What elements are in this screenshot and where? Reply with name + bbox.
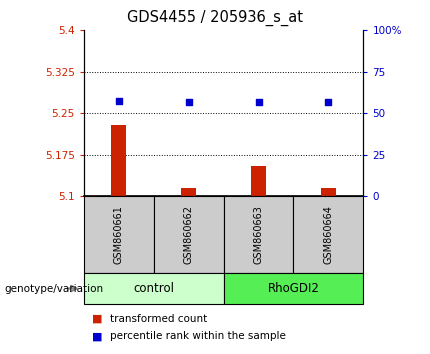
Point (255, 99, 262, 105)
Text: control: control (133, 282, 174, 295)
Bar (181, 188, 197, 196)
Text: transformed count: transformed count (110, 314, 207, 324)
Point (325, 99, 332, 105)
Bar (321, 188, 336, 196)
Text: GSM860661: GSM860661 (114, 205, 124, 264)
Text: GSM860663: GSM860663 (254, 205, 264, 264)
Text: ■: ■ (92, 331, 103, 341)
Text: RhoGDI2: RhoGDI2 (267, 282, 319, 295)
Point (115, 98, 122, 104)
Bar (111, 125, 126, 196)
Bar (251, 166, 266, 196)
Point (185, 99, 192, 105)
Text: genotype/variation: genotype/variation (4, 284, 104, 293)
Text: GSM860662: GSM860662 (184, 205, 194, 264)
Text: GDS4455 / 205936_s_at: GDS4455 / 205936_s_at (127, 10, 303, 26)
Text: ■: ■ (92, 314, 103, 324)
Text: percentile rank within the sample: percentile rank within the sample (110, 331, 286, 341)
Text: GSM860664: GSM860664 (323, 205, 333, 264)
